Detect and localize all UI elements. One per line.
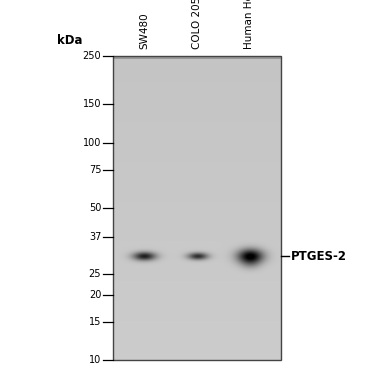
Text: 10: 10 xyxy=(89,355,101,365)
Text: COLO 205: COLO 205 xyxy=(192,0,202,49)
Text: 15: 15 xyxy=(89,317,101,327)
Text: 37: 37 xyxy=(89,231,101,242)
Text: kDa: kDa xyxy=(57,34,82,47)
Text: 75: 75 xyxy=(89,165,101,175)
Bar xyxy=(112,56,281,360)
Text: Human Heart: Human Heart xyxy=(244,0,254,49)
Text: 50: 50 xyxy=(89,203,101,213)
Text: PTGES-2: PTGES-2 xyxy=(291,250,346,263)
Text: 150: 150 xyxy=(83,99,101,109)
Text: 250: 250 xyxy=(82,51,101,61)
Text: 25: 25 xyxy=(89,268,101,279)
Text: 100: 100 xyxy=(83,138,101,148)
Text: SW480: SW480 xyxy=(140,12,149,49)
Text: 20: 20 xyxy=(89,290,101,300)
